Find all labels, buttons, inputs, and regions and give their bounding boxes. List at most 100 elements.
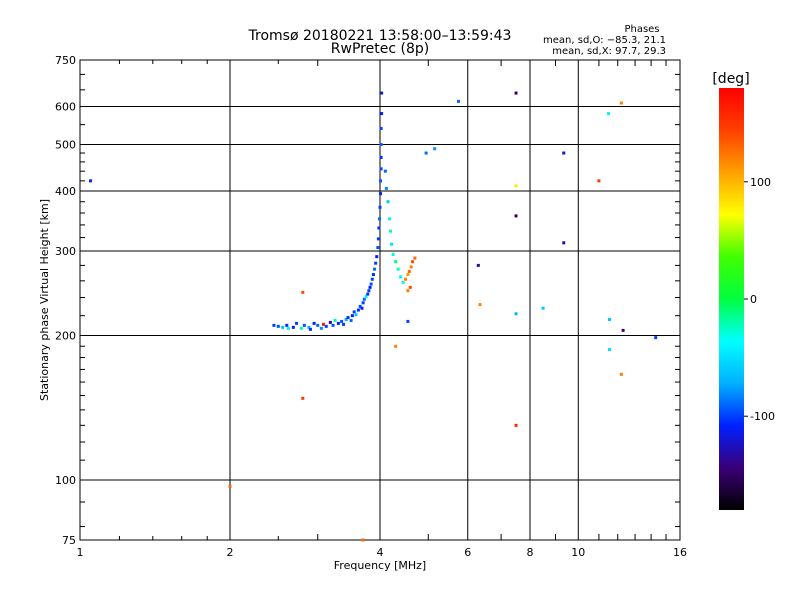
y-tick-label: 400 — [55, 185, 76, 198]
data-point — [514, 423, 518, 427]
data-point — [379, 167, 383, 171]
data-point — [344, 317, 348, 321]
chart-title: Tromsø 20180221 13:58:00–13:59:43 — [248, 28, 512, 44]
colorbar-tick-label: 100 — [750, 176, 771, 189]
data-point — [562, 241, 566, 245]
data-point — [379, 179, 383, 183]
data-point — [307, 325, 311, 329]
data-point — [360, 306, 364, 310]
data-point — [399, 275, 403, 279]
data-point — [228, 484, 232, 488]
stats-o-mode: mean, sd,O: −85.3, 21.1 — [543, 35, 666, 46]
data-point — [409, 265, 413, 269]
data-point — [369, 282, 373, 286]
data-point — [364, 295, 368, 299]
y-tick-label: 600 — [55, 101, 76, 114]
colorbar-label: [deg] — [712, 71, 749, 87]
data-point — [607, 317, 611, 321]
data-point — [349, 318, 353, 322]
colorbar: 100 0 -100 — [719, 88, 775, 510]
data-point — [89, 179, 93, 183]
data-point — [377, 226, 381, 230]
data-point — [383, 169, 387, 173]
data-point — [654, 336, 658, 340]
data-point — [380, 112, 384, 116]
data-point — [367, 289, 371, 293]
data-point — [340, 319, 344, 323]
data-point — [376, 246, 380, 250]
data-point — [352, 310, 356, 314]
data-point — [319, 326, 323, 330]
data-point — [328, 320, 332, 324]
data-point — [361, 538, 365, 542]
x-tick-label: 6 — [464, 546, 471, 559]
x-axis-label: Frequency [MHz] — [334, 559, 426, 572]
data-point — [370, 277, 374, 281]
data-point — [336, 321, 340, 325]
data-point — [406, 273, 410, 277]
data-point — [391, 253, 395, 257]
data-point — [276, 324, 280, 328]
data-point — [301, 396, 305, 400]
colorbar-tick-label: 0 — [750, 293, 757, 306]
data-point — [401, 280, 405, 284]
grid — [80, 60, 680, 540]
data-point — [308, 327, 312, 331]
data-point — [346, 316, 350, 320]
data-point — [379, 126, 383, 130]
data-point — [286, 326, 290, 330]
data-point — [376, 237, 380, 241]
y-tick-label: 75 — [62, 534, 76, 547]
y-tick-label: 100 — [55, 474, 76, 487]
data-point — [386, 200, 390, 204]
data-point — [388, 217, 392, 221]
data-point — [350, 314, 354, 318]
y-tick-label: 750 — [55, 54, 76, 67]
data-point — [478, 303, 482, 307]
data-point — [377, 217, 381, 221]
data-point — [342, 322, 346, 326]
x-tick-label: 2 — [227, 546, 234, 559]
data-point — [285, 323, 289, 327]
data-point — [406, 319, 410, 323]
data-point — [607, 348, 611, 352]
data-point — [406, 289, 410, 293]
data-point — [621, 328, 625, 332]
data-point — [597, 179, 601, 183]
data-point — [368, 285, 372, 289]
data-point — [394, 260, 398, 264]
data-point — [384, 186, 388, 190]
data-point — [411, 260, 415, 264]
data-point — [514, 184, 518, 188]
data-point — [424, 151, 428, 155]
data-point — [373, 267, 377, 271]
data-point — [272, 323, 276, 327]
data-point — [514, 91, 518, 95]
data-point — [378, 205, 382, 209]
data-point — [295, 321, 299, 325]
data-point — [607, 112, 611, 116]
data-point — [390, 242, 394, 246]
data-point — [433, 147, 437, 151]
x-tick-label: 10 — [571, 546, 585, 559]
data-point — [396, 267, 400, 271]
data-point — [374, 261, 378, 265]
x-axis-ticks: 1 2 4 6 8 10 16 — [77, 60, 687, 559]
data-point — [299, 326, 303, 330]
data-point — [457, 99, 461, 103]
data-point — [619, 372, 623, 376]
data-point — [413, 256, 417, 260]
data-point — [408, 285, 412, 289]
x-tick-label: 16 — [673, 546, 687, 559]
data-point — [379, 155, 383, 159]
data-point — [362, 297, 366, 301]
y-tick-label: 200 — [55, 330, 76, 343]
data-point — [379, 143, 383, 147]
data-point — [316, 323, 320, 327]
data-point — [514, 312, 518, 316]
data-point — [331, 323, 335, 327]
data-point — [301, 290, 305, 294]
stats-x-mode: mean, sd,X: 97.7, 29.3 — [552, 46, 666, 57]
data-point — [356, 308, 360, 312]
